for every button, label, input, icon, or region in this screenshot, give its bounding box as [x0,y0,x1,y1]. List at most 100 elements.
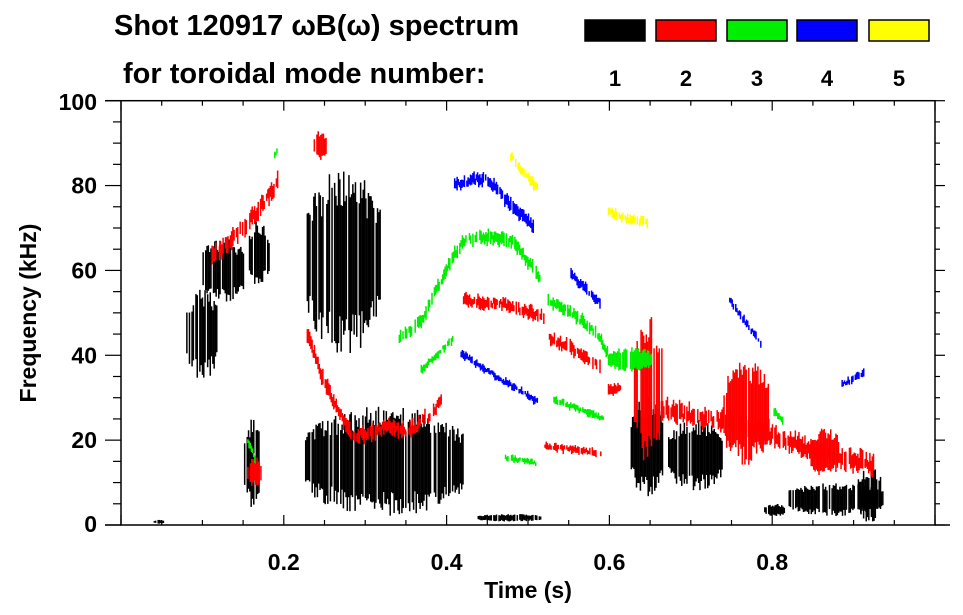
mode-2-point [418,414,420,429]
mode-2-point [593,450,596,456]
mode-2-streak [636,340,638,428]
mode-4-point [457,179,460,186]
legend-swatch-mode-1 [584,19,646,42]
mode-4-point [495,181,498,195]
mode-1-streak [364,416,367,499]
mode-2-point [711,416,714,428]
mode-2-point [239,221,241,234]
mode-3-point [582,407,584,413]
mode-2-point [344,416,346,426]
mode-4-point [737,311,739,316]
mode-3-streak [633,350,636,369]
mode-2-point [583,446,585,454]
mode-2-point [265,193,268,201]
mode-3-point [447,258,450,269]
mode-2-streak [321,133,323,156]
mode-3-point [586,320,588,332]
mode-4-point [594,294,596,304]
mode-2-point [572,445,574,454]
mode-4-point [571,270,574,280]
mode-1-streak [162,520,165,524]
mode-2-point [498,300,501,308]
mode-5-point [639,218,641,227]
mode-3-point [601,415,603,420]
mode-2-point [517,302,520,313]
mode-3-point [521,457,524,462]
mode-2-point [370,426,373,443]
mode-3-streak [636,348,638,370]
mode-4-point [460,179,462,191]
mode-4-point [489,370,491,375]
mode-1-streak [311,432,313,493]
mode-2-point [340,409,342,418]
mode-4-point [490,180,493,191]
mode-1-streak [212,249,215,294]
mode-2-point [440,394,442,405]
legend-label-mode-2: 2 [680,66,692,91]
mode-3-point [425,306,427,320]
mode-1-streak [247,430,250,489]
mode-1-streak [423,414,425,501]
mode-2-point [552,337,554,344]
mode-4-point [536,397,539,403]
mode-1-streak [489,515,491,521]
mode-1-streak [307,212,310,313]
mode-2-point [549,333,552,347]
mode-2-point [577,446,579,453]
mode-4-point [522,390,524,395]
mode-2-streak [761,383,763,452]
mode-3-point [522,247,524,258]
mode-2-streak [737,377,740,456]
mode-2-point [529,303,532,317]
mode-1-streak [362,189,364,334]
mode-3-point [566,401,568,407]
mode-2-point [564,341,567,351]
mode-2-point [794,430,797,448]
mode-2-point [515,301,518,315]
mode-4-point [526,390,529,399]
mode-2-point [740,416,742,431]
mode-2-point [600,451,602,457]
mode-4-point [505,194,507,205]
mode-1-streak [824,486,827,513]
mode-2-point [262,195,264,211]
mode-4-point [482,363,484,372]
mode-2-point [574,348,576,357]
mode-2-point [732,417,734,428]
mode-1-streak [393,417,395,513]
mode-4-point [504,194,506,207]
mode-2-point [551,335,553,346]
mode-2-point [358,431,361,444]
mode-2-point [683,405,686,419]
mode-2-point [543,313,545,325]
mode-1-streak [457,428,459,488]
mode-3-point [555,396,558,405]
mode-2-streak [762,382,764,453]
mode-4-point [480,177,482,185]
mode-2-point [424,408,426,424]
mode-1-streak [379,422,381,504]
mode-1-streak [326,203,328,327]
mode-5-point [626,213,629,224]
mode-2-point [747,420,750,438]
mode-2-point [864,458,866,469]
mode-2-point [328,383,330,396]
mode-2-point [671,404,674,417]
mode-3-point [562,305,564,316]
mode-1-streak [490,515,493,521]
mode-3-point [274,151,276,159]
mode-5-point [634,216,636,225]
mode-1-streak [818,485,820,513]
mode-1-blob [477,514,542,522]
mode-3-point [537,271,540,283]
mode-1-streak [775,504,778,516]
mode-3-point [418,316,420,329]
mode-2-point [787,435,789,446]
mode-3-point [503,232,505,247]
mode-2-point [594,358,597,366]
mode-1-streak [315,424,317,488]
mode-5-point [530,179,533,185]
mode-2-streak [653,348,655,439]
mode-1-streak [208,252,211,289]
mode-2-point [592,450,595,456]
